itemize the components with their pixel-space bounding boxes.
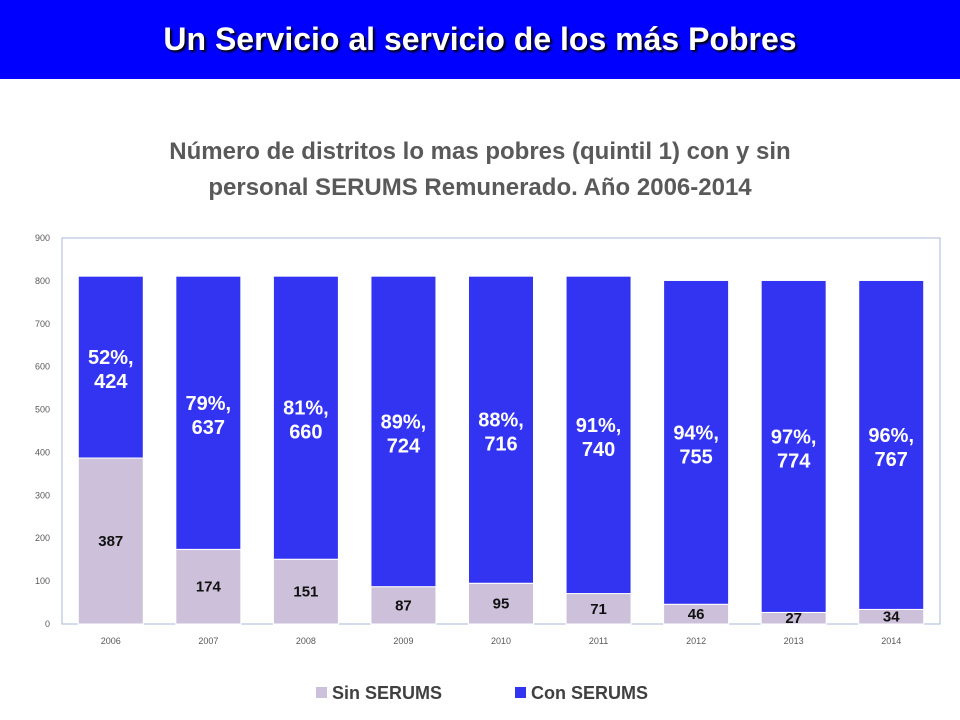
data-label-con-serums-2013: 97%, 774 — [771, 426, 817, 472]
y-tick-label-200: 200 — [35, 533, 50, 543]
bar-con-serums-2011 — [565, 275, 632, 595]
data-label-con-serums-value-2012: 755 — [679, 446, 712, 468]
bar-con-serums-2010 — [468, 275, 534, 584]
data-label-sin-serums-2008: 151 — [293, 584, 318, 601]
data-label-con-serums-percent-2007: 79%, — [186, 393, 232, 415]
slide-header: Un Servicio al servicio de los más Pobre… — [0, 0, 960, 79]
data-label-con-serums-2011: 91%, 740 — [576, 415, 622, 461]
x-tick-label-2014: 2014 — [881, 636, 901, 646]
bar-sin-serums-2011 — [565, 593, 632, 625]
data-label-con-serums-value-2014: 767 — [875, 449, 908, 471]
y-tick-label-800: 800 — [35, 276, 50, 286]
y-tick-label-700: 700 — [35, 319, 50, 329]
x-tick-label-2011: 2011 — [589, 636, 608, 646]
data-label-con-serums-value-2008: 660 — [289, 422, 322, 444]
data-label-con-serums-2007: 79%, 637 — [186, 393, 232, 439]
data-label-sin-serums-2010: 95 — [493, 596, 510, 613]
data-label-con-serums-2006: 52%, 424 — [88, 347, 134, 393]
data-label-con-serums-percent-2012: 94%, — [673, 422, 719, 444]
data-label-con-serums-2008: 81%, 660 — [283, 398, 329, 444]
data-label-sin-serums-2011: 71 — [590, 601, 607, 618]
y-tick-label-400: 400 — [35, 447, 50, 457]
chart-title-line-1: Número de distritos lo mas pobres (quint… — [169, 138, 791, 165]
data-label-sin-serums-2009: 87 — [395, 597, 412, 614]
legend-swatch-con-serums — [515, 687, 526, 698]
slide-title: Un Servicio al servicio de los más Pobre… — [163, 21, 797, 57]
bar-con-serums-2012 — [663, 279, 730, 605]
bar-con-serums-2006 — [77, 275, 144, 459]
bar-con-serums-2009 — [370, 275, 437, 588]
x-tick-label-2010: 2010 — [491, 636, 511, 646]
data-label-sin-serums-2014: 34 — [883, 609, 900, 626]
data-label-sin-serums-2012: 46 — [688, 606, 705, 623]
x-tick-label-2008: 2008 — [296, 636, 316, 646]
y-tick-label-0: 0 — [45, 619, 50, 629]
bar-sin-serums-2006 — [77, 457, 144, 625]
data-label-con-serums-percent-2008: 81%, — [283, 398, 329, 420]
x-tick-label-2012: 2012 — [686, 636, 706, 646]
data-label-con-serums-2009: 89%, 724 — [381, 411, 427, 457]
y-tick-label-300: 300 — [35, 490, 50, 500]
data-label-con-serums-value-2011: 740 — [582, 439, 615, 461]
data-label-sin-serums-2013: 27 — [785, 610, 802, 627]
data-label-con-serums-value-2007: 637 — [192, 417, 225, 439]
y-tick-label-600: 600 — [35, 362, 50, 372]
bar-con-serums-2008 — [272, 275, 339, 560]
bar-con-serums-2007 — [175, 275, 242, 550]
x-tick-label-2006: 2006 — [101, 636, 121, 646]
data-label-con-serums-percent-2009: 89%, — [381, 411, 427, 433]
x-tick-label-2007: 2007 — [198, 636, 218, 646]
data-label-con-serums-percent-2011: 91%, — [576, 415, 622, 437]
y-tick-label-900: 900 — [35, 233, 50, 243]
bar-sin-serums-2009 — [370, 586, 437, 625]
legend-swatch-sin-serums — [316, 687, 327, 698]
data-label-con-serums-percent-2013: 97%, — [771, 426, 817, 448]
data-label-con-serums-percent-2014: 96%, — [868, 425, 914, 447]
data-label-con-serums-value-2006: 424 — [94, 371, 128, 393]
data-label-con-serums-value-2010: 716 — [484, 434, 517, 456]
bar-con-serums-2013 — [760, 279, 827, 613]
data-label-sin-serums-2006: 387 — [98, 533, 123, 550]
bar-sin-serums-2010 — [468, 582, 534, 625]
bar-con-serums-2014 — [858, 279, 925, 610]
data-label-con-serums-percent-2006: 52%, — [88, 347, 134, 369]
bar-sin-serums-2007 — [175, 548, 242, 625]
data-label-con-serums-value-2013: 774 — [777, 450, 811, 472]
x-tick-label-2009: 2009 — [393, 636, 413, 646]
x-tick-label-2013: 2013 — [784, 636, 804, 646]
legend-label-sin-serums: Sin SERUMS — [332, 683, 443, 703]
data-label-con-serums-2010: 88%, 716 — [478, 410, 524, 456]
bar-sin-serums-2008 — [272, 558, 339, 625]
legend-label-con-serums: Con SERUMS — [531, 683, 648, 703]
data-label-con-serums-percent-2010: 88%, — [478, 410, 524, 432]
y-tick-label-100: 100 — [35, 576, 50, 586]
data-label-con-serums-2014: 96%, 767 — [868, 425, 914, 471]
data-label-con-serums-2012: 94%, 755 — [673, 422, 719, 468]
chart-title-line-2: personal SERUMS Remunerado. Año 2006-201… — [208, 174, 752, 201]
y-tick-label-500: 500 — [35, 405, 50, 415]
data-label-con-serums-value-2009: 724 — [387, 435, 421, 457]
legend: Sin SERUMS Con SERUMS — [0, 680, 960, 706]
data-label-sin-serums-2007: 174 — [196, 579, 222, 596]
